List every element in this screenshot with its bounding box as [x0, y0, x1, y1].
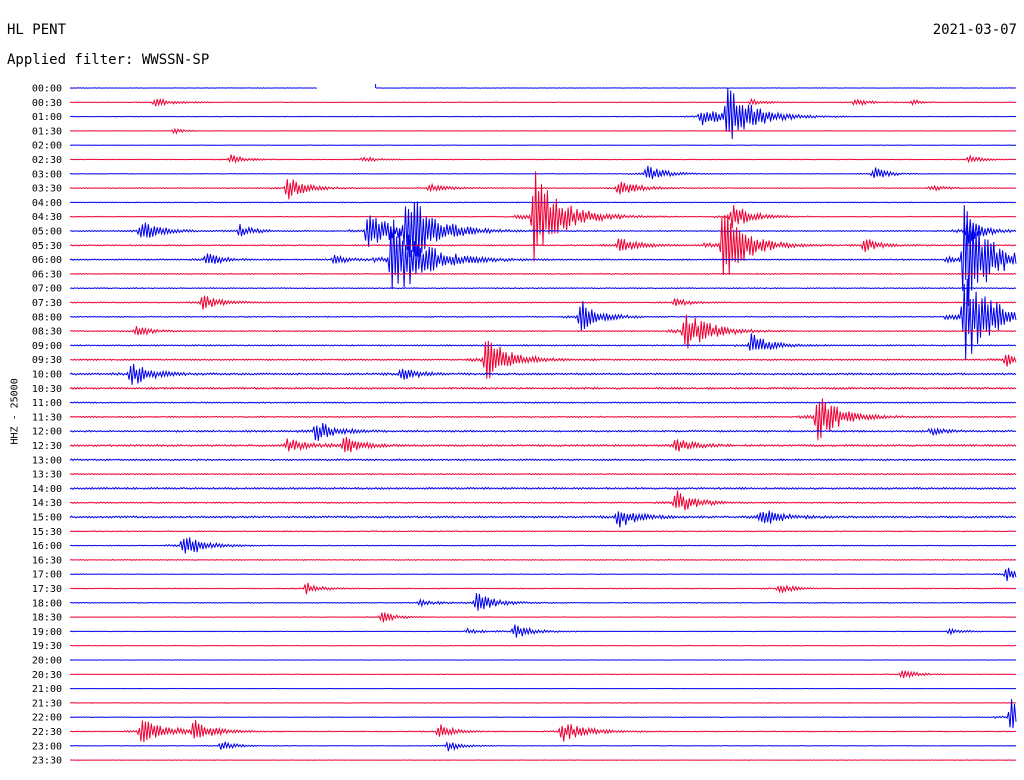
tick-label: 14:30 [32, 498, 62, 509]
trace-row-1 [69, 97, 1017, 107]
trace-row-25 [69, 436, 1017, 453]
trace-row-36 [69, 593, 1017, 611]
tick-label: 16:00 [32, 541, 62, 552]
trace-row-45 [69, 719, 1017, 743]
tick-label: 21:30 [32, 698, 62, 709]
trace-row-41 [69, 670, 1017, 679]
tick-label: 19:00 [32, 627, 62, 638]
tick-label: 00:30 [32, 98, 62, 109]
trace-row-5 [69, 153, 1017, 165]
trace-row-29 [69, 490, 1017, 511]
tick-label: 20:30 [32, 670, 62, 681]
trace-row-23 [69, 398, 1017, 441]
trace-row-17 [69, 314, 1017, 349]
tick-label: 10:30 [32, 384, 62, 395]
tick-label: 03:00 [32, 169, 62, 180]
trace-row-18 [69, 333, 1017, 351]
date-label: 2021-03-07 [932, 22, 1017, 38]
trace-row-0 [69, 84, 1017, 89]
trace-row-24 [69, 423, 1017, 441]
tick-label: 23:00 [32, 741, 62, 752]
trace-row-46 [69, 741, 1017, 752]
tick-label: 15:30 [32, 527, 62, 538]
trace-row-37 [69, 612, 1017, 623]
tick-label: 07:30 [32, 298, 62, 309]
tick-label: 09:00 [32, 341, 62, 352]
tick-label: 08:00 [32, 312, 62, 323]
tick-label: 08:30 [32, 327, 62, 338]
tick-label: 01:30 [32, 126, 62, 137]
tick-label: 04:30 [32, 212, 62, 223]
trace-row-44 [69, 699, 1017, 729]
tick-label: 18:00 [32, 598, 62, 609]
trace-row-11 [69, 214, 1017, 276]
trace-row-31 [69, 530, 1017, 533]
tick-label: 17:30 [32, 584, 62, 595]
trace-row-15 [69, 295, 1017, 310]
tick-label: 02:30 [32, 155, 62, 166]
tick-label: 13:00 [32, 455, 62, 466]
tick-label: 10:00 [32, 370, 62, 381]
trace-row-38 [69, 624, 1017, 638]
tick-label: 12:00 [32, 427, 62, 438]
tick-label: 06:00 [32, 255, 62, 266]
tick-label: 05:00 [32, 227, 62, 238]
trace-row-3 [69, 127, 1017, 135]
trace-row-26 [69, 458, 1017, 462]
trace-row-6 [69, 165, 1017, 180]
station-label: HL PENT [7, 22, 67, 38]
tick-label: 11:00 [32, 398, 62, 409]
tick-label: 00:00 [32, 84, 62, 95]
tick-label: 06:30 [32, 269, 62, 280]
tick-label: 03:30 [32, 184, 62, 195]
trace-row-43 [69, 702, 1017, 704]
tick-label: 19:30 [32, 641, 62, 652]
tick-label: 02:00 [32, 141, 62, 152]
trace-row-2 [69, 87, 1017, 140]
trace-row-14 [69, 287, 1017, 290]
tick-label: 22:30 [32, 727, 62, 738]
trace-row-16 [69, 278, 1017, 360]
tick-label: 18:30 [32, 613, 62, 624]
trace-row-10 [69, 201, 1017, 258]
tick-label: 13:30 [32, 470, 62, 481]
trace-row-35 [69, 582, 1017, 595]
trace-row-8 [69, 201, 1017, 204]
tick-label: 11:30 [32, 412, 62, 423]
tick-label: 22:00 [32, 713, 62, 724]
tick-label: 16:30 [32, 555, 62, 566]
tick-label: 09:30 [32, 355, 62, 366]
tick-label: 12:30 [32, 441, 62, 452]
tick-label: 20:00 [32, 656, 62, 667]
trace-row-39 [69, 644, 1017, 647]
trace-row-21 [69, 386, 1017, 390]
trace-row-7 [69, 179, 1017, 200]
tick-label: 17:00 [32, 570, 62, 581]
tick-label: 15:00 [32, 513, 62, 524]
trace-row-33 [69, 558, 1017, 561]
trace-row-27 [69, 472, 1017, 476]
trace-row-22 [69, 401, 1017, 404]
trace-row-30 [69, 510, 1017, 528]
trace-row-19 [69, 340, 1017, 379]
trace-row-28 [69, 486, 1017, 491]
tick-label: 07:00 [32, 284, 62, 295]
trace-row-13 [69, 272, 1017, 275]
trace-row-20 [69, 363, 1017, 385]
tick-label: 14:00 [32, 484, 62, 495]
trace-row-34 [69, 567, 1017, 581]
filter-label: Applied filter: WWSSN-SP [7, 52, 210, 68]
tick-label: 01:00 [32, 112, 62, 123]
tick-label: 04:00 [32, 198, 62, 209]
trace-row-32 [69, 537, 1017, 554]
trace-row-12 [69, 205, 1017, 307]
tick-label: 21:00 [32, 684, 62, 695]
tick-label: 05:30 [32, 241, 62, 252]
tick-label: 23:30 [32, 756, 62, 767]
